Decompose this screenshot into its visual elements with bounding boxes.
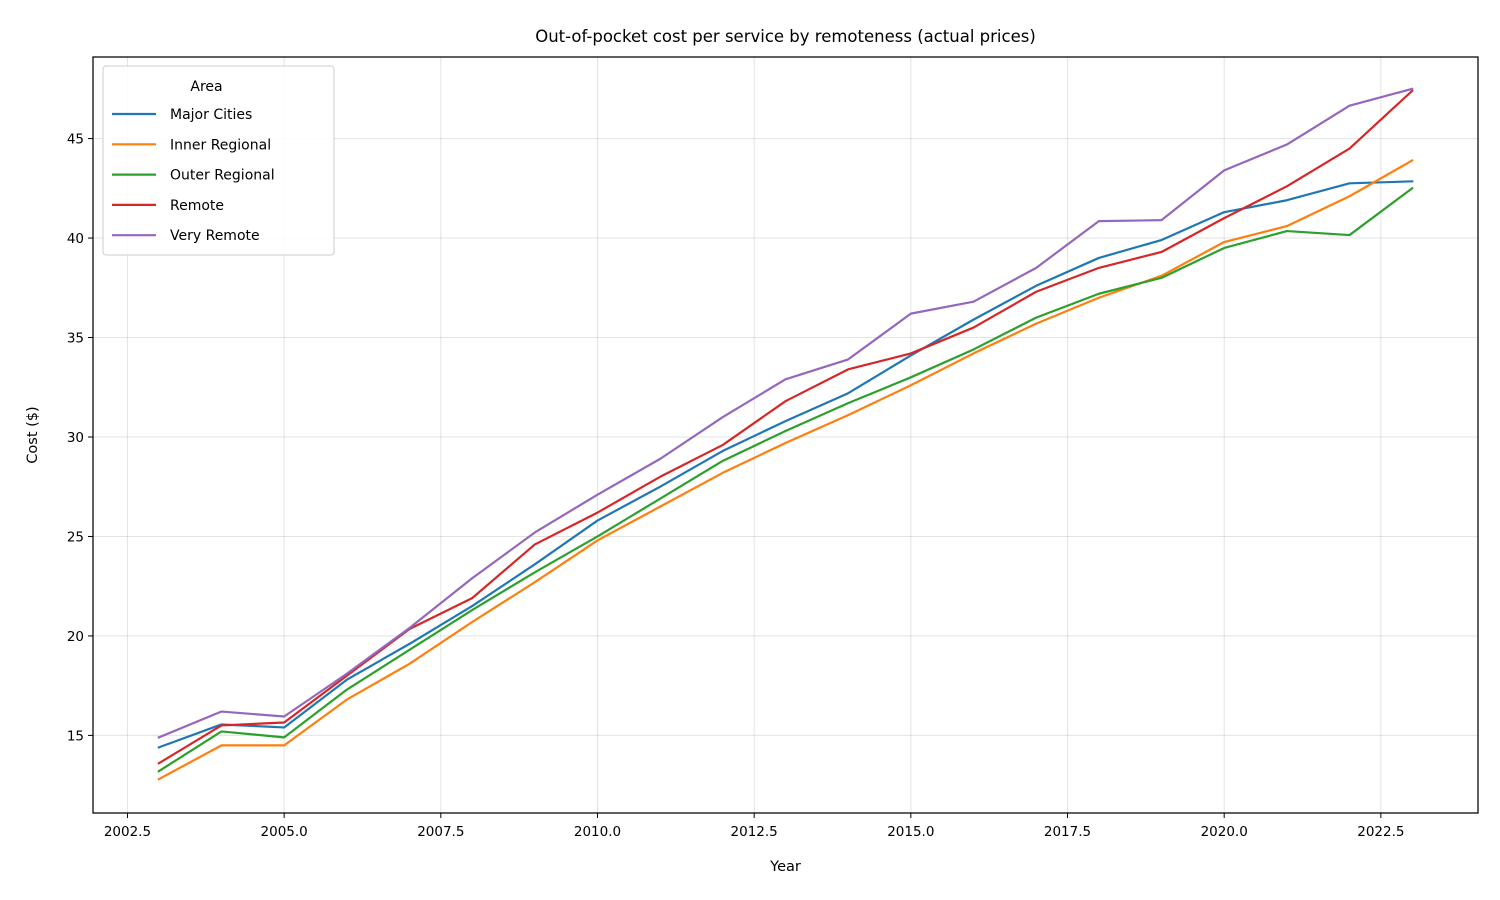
series-line-major-cities <box>157 180 1414 749</box>
x-tick-label: 2010.0 <box>574 824 621 840</box>
y-tick-label: 20 <box>67 629 84 645</box>
legend-title: Area <box>190 79 222 95</box>
y-axis-title: Cost ($) <box>25 406 41 463</box>
series-line-inner-regional <box>157 158 1414 781</box>
y-tick-label: 30 <box>67 430 84 446</box>
legend-label-inner-regional: Inner Regional <box>170 137 271 153</box>
series-lines <box>157 87 1414 781</box>
x-axis-title: Year <box>769 859 801 875</box>
legend-label-outer-regional: Outer Regional <box>170 168 275 184</box>
x-tick-label: 2017.5 <box>1044 824 1091 840</box>
y-axis: 15 20 25 30 35 40 45 <box>67 132 93 744</box>
series-line-outer-regional <box>157 186 1414 773</box>
y-tick-label: 25 <box>67 529 84 545</box>
plot-frame <box>92 56 1479 814</box>
chart-title: Out-of-pocket cost per service by remote… <box>535 27 1036 46</box>
x-tick-label: 2020.0 <box>1201 824 1248 840</box>
y-tick-label: 45 <box>67 132 84 148</box>
x-tick-label: 2005.0 <box>261 824 308 840</box>
x-tick-label: 2007.5 <box>417 824 464 840</box>
x-tick-label: 2002.5 <box>104 824 151 840</box>
legend: Area Major Cities Inner Regional Outer Regi… <box>102 65 335 256</box>
y-tick-label: 35 <box>67 331 84 347</box>
y-tick-label: 15 <box>67 728 84 744</box>
legend-label-very-remote: Very Remote <box>170 228 260 244</box>
series-line-remote <box>157 89 1414 765</box>
x-tick-label: 2022.5 <box>1357 824 1404 840</box>
y-tick-label: 40 <box>67 231 84 247</box>
legend-box <box>102 65 335 256</box>
legend-label-major-cities: Major Cities <box>170 107 252 123</box>
legend-label-remote: Remote <box>170 198 224 214</box>
x-tick-label: 2012.5 <box>731 824 778 840</box>
x-tick-label: 2015.0 <box>887 824 934 840</box>
x-axis: 2002.5 2005.0 2007.5 2010.0 2012.5 2015.0 2017… <box>104 813 1404 840</box>
series-line-very-remote <box>157 87 1414 739</box>
